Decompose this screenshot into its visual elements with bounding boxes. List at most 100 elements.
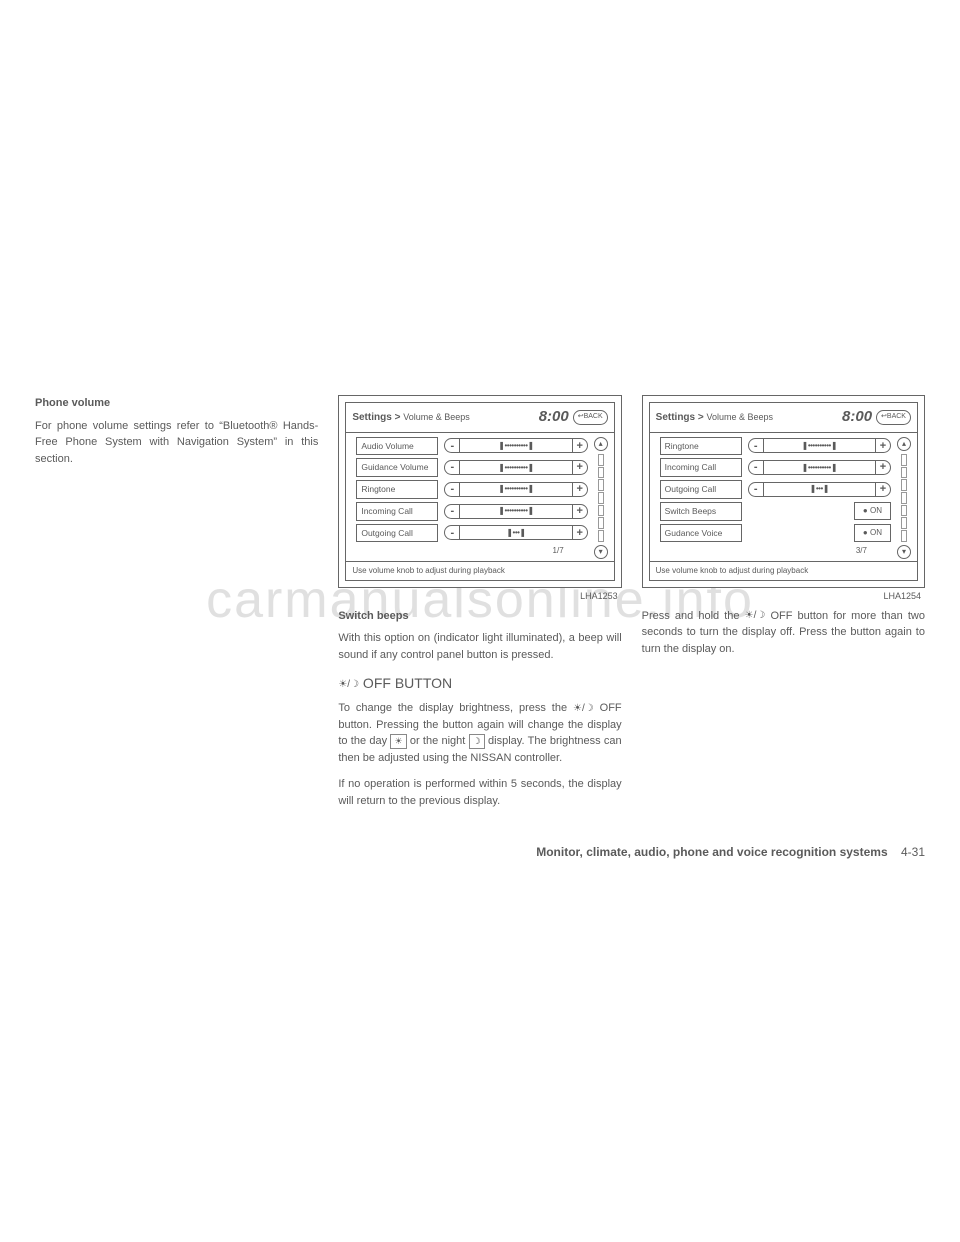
slider[interactable]: ❚••••••••••❚: [764, 460, 875, 475]
minus-button[interactable]: -: [444, 438, 460, 453]
plus-button[interactable]: +: [572, 482, 588, 497]
switch-beeps-para: With this option on (indicator light ill…: [338, 630, 621, 663]
row-guidance-volume: Guidance Volume - ❚••••••••••❚ +: [356, 458, 587, 477]
row-label[interactable]: Ringtone: [660, 437, 742, 456]
minus-button[interactable]: -: [748, 460, 764, 475]
scroll-down-button[interactable]: ▾: [897, 545, 911, 559]
slider[interactable]: ❚••••••••••❚: [764, 438, 875, 453]
off-button-para-1: To change the display brightness, press …: [338, 700, 621, 766]
para-text: or the night: [410, 735, 469, 747]
figure-1-header: Settings > Volume & Beeps 8:00 ↩BACK: [346, 403, 613, 433]
plus-button[interactable]: +: [875, 482, 891, 497]
breadcrumb-sub: Volume & Beeps: [403, 412, 470, 422]
row-audio-volume: Audio Volume - ❚••••••••••❚ +: [356, 437, 587, 456]
scroll-control: ▴ ▾: [895, 437, 913, 560]
figure-2-body: Ringtone - ❚••••••••••❚ + Incoming Call …: [650, 433, 917, 562]
off-button-subhead: ☀/☽ OFF BUTTON: [338, 673, 621, 694]
figure-1-body: Audio Volume - ❚••••••••••❚ + Guidance V…: [346, 433, 613, 562]
breadcrumb-main: Settings: [352, 412, 391, 423]
plus-button[interactable]: +: [875, 438, 891, 453]
breadcrumb-chevron: >: [698, 412, 704, 423]
night-icon: ☽: [469, 734, 485, 750]
minus-button[interactable]: -: [748, 438, 764, 453]
slider[interactable]: ❚••••••••••❚: [460, 504, 571, 519]
slider[interactable]: ❚••••••••••❚: [460, 438, 571, 453]
row-ringtone: Ringtone - ❚••••••••••❚ +: [660, 437, 891, 456]
breadcrumb: Settings > Volume & Beeps: [656, 410, 773, 425]
minus-button[interactable]: -: [444, 525, 460, 540]
minus-button[interactable]: -: [444, 504, 460, 519]
figure-1-box: Settings > Volume & Beeps 8:00 ↩BACK Aud…: [338, 395, 621, 588]
daynight-icon: ☀/☽: [573, 701, 594, 716]
para-text: Press and hold the: [642, 610, 745, 622]
row-switch-beeps: Switch Beeps ● ON: [660, 502, 891, 521]
scroll-up-button[interactable]: ▴: [594, 437, 608, 451]
column-2: Settings > Volume & Beeps 8:00 ↩BACK Aud…: [338, 395, 621, 819]
row-label[interactable]: Incoming Call: [356, 502, 438, 521]
phone-volume-heading: Phone volume: [35, 395, 318, 412]
figure-2-footer: Use volume knob to adjust during playbac…: [650, 561, 917, 580]
breadcrumb: Settings > Volume & Beeps: [352, 410, 469, 425]
row-label[interactable]: Gudance Voice: [660, 524, 742, 543]
daynight-icon: ☀/☽: [745, 608, 766, 623]
row-guidance-voice: Gudance Voice ● ON: [660, 524, 891, 543]
plus-button[interactable]: +: [572, 438, 588, 453]
slider[interactable]: ❚••••••••••❚: [460, 482, 571, 497]
minus-button[interactable]: -: [444, 460, 460, 475]
breadcrumb-main: Settings: [656, 412, 695, 423]
page-indicator: 3/7: [660, 545, 891, 559]
row-label[interactable]: Ringtone: [356, 480, 438, 499]
minus-button[interactable]: -: [444, 482, 460, 497]
figure-2-screen: Settings > Volume & Beeps 8:00 ↩BACK Rin…: [649, 402, 918, 581]
day-icon: ☀: [390, 734, 406, 750]
figure-1-screen: Settings > Volume & Beeps 8:00 ↩BACK Aud…: [345, 402, 614, 581]
row-label[interactable]: Incoming Call: [660, 458, 742, 477]
column-3: Settings > Volume & Beeps 8:00 ↩BACK Rin…: [642, 395, 925, 819]
toggle-on[interactable]: ● ON: [854, 524, 891, 542]
slider[interactable]: ❚••••••••••❚: [460, 460, 571, 475]
plus-button[interactable]: +: [572, 504, 588, 519]
column-1: Phone volume For phone volume settings r…: [35, 395, 318, 819]
scroll-down-button[interactable]: ▾: [594, 545, 608, 559]
row-outgoing-call: Outgoing Call - ❚•••❚ +: [356, 524, 587, 543]
phone-volume-para: For phone volume settings refer to “Blue…: [35, 418, 318, 468]
row-incoming-call: Incoming Call - ❚••••••••••❚ +: [356, 502, 587, 521]
plus-button[interactable]: +: [572, 460, 588, 475]
footer-page-number: 4-31: [901, 845, 925, 859]
row-ringtone: Ringtone - ❚••••••••••❚ +: [356, 480, 587, 499]
minus-button[interactable]: -: [748, 482, 764, 497]
toggle-on[interactable]: ● ON: [854, 502, 891, 520]
row-outgoing-call: Outgoing Call - ❚•••❚ +: [660, 480, 891, 499]
back-button[interactable]: ↩BACK: [573, 410, 608, 425]
scroll-track: [598, 454, 604, 543]
row-label[interactable]: Guidance Volume: [356, 458, 438, 477]
row-label[interactable]: Outgoing Call: [356, 524, 438, 543]
subhead-text: OFF BUTTON: [359, 675, 452, 691]
row-label[interactable]: Audio Volume: [356, 437, 438, 456]
clock: 8:00: [842, 406, 872, 429]
scroll-up-button[interactable]: ▴: [897, 437, 911, 451]
row-label[interactable]: Outgoing Call: [660, 480, 742, 499]
figure-2-header: Settings > Volume & Beeps 8:00 ↩BACK: [650, 403, 917, 433]
clock: 8:00: [539, 406, 569, 429]
page-content: Phone volume For phone volume settings r…: [35, 395, 925, 819]
off-button-para-2: If no operation is performed within 5 se…: [338, 776, 621, 809]
page-footer: Monitor, climate, audio, phone and voice…: [35, 845, 925, 859]
daynight-icon: ☀/☽: [338, 677, 359, 692]
footer-section: Monitor, climate, audio, phone and voice…: [536, 845, 887, 859]
slider[interactable]: ❚•••❚: [460, 525, 571, 540]
breadcrumb-sub: Volume & Beeps: [707, 412, 774, 422]
plus-button[interactable]: +: [875, 460, 891, 475]
figure-2-rows: Ringtone - ❚••••••••••❚ + Incoming Call …: [660, 437, 891, 560]
para-text: To change the display brightness, press …: [338, 702, 573, 714]
back-button[interactable]: ↩BACK: [876, 410, 911, 425]
figure-1-label: LHA1253: [338, 590, 617, 604]
row-label[interactable]: Switch Beeps: [660, 502, 742, 521]
breadcrumb-chevron: >: [395, 412, 401, 423]
plus-button[interactable]: +: [572, 525, 588, 540]
figure-1-footer: Use volume knob to adjust during playbac…: [346, 561, 613, 580]
page-indicator: 1/7: [356, 545, 587, 559]
row-incoming-call: Incoming Call - ❚••••••••••❚ +: [660, 458, 891, 477]
slider[interactable]: ❚•••❚: [764, 482, 875, 497]
figure-1-rows: Audio Volume - ❚••••••••••❚ + Guidance V…: [356, 437, 587, 560]
